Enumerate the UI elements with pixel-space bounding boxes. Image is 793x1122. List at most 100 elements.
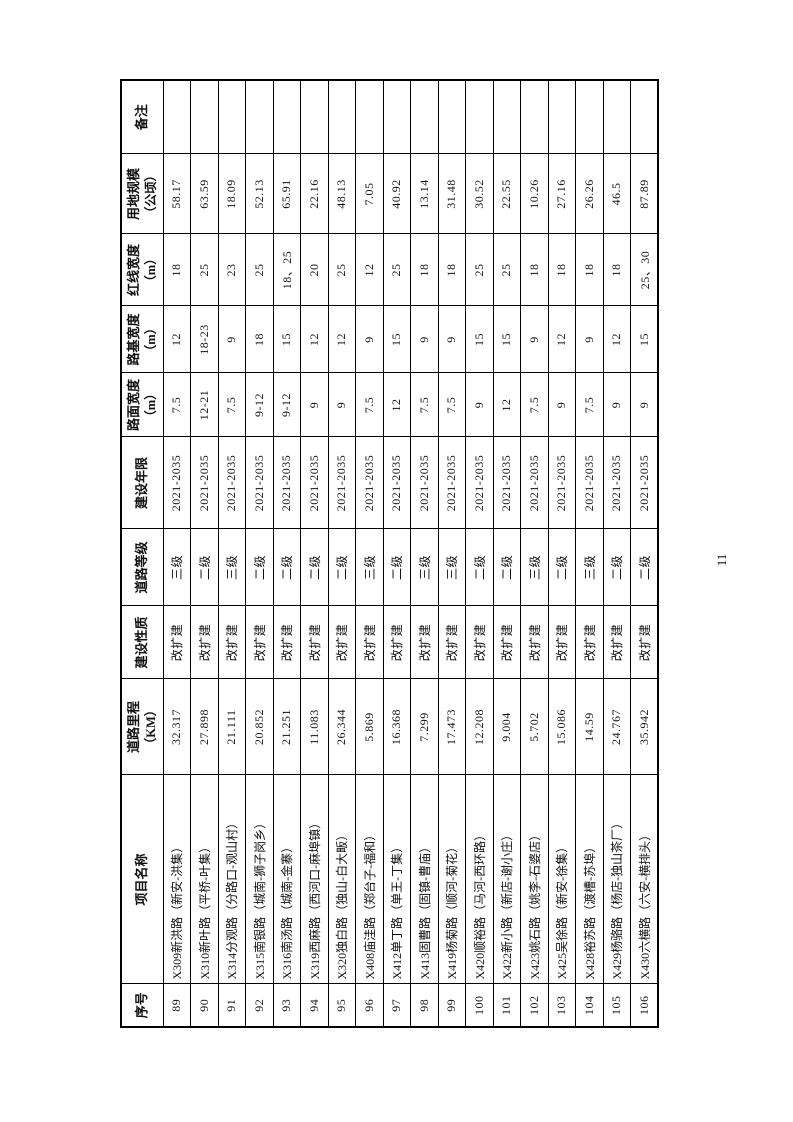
table-cell: 18-23 [190,306,218,373]
table-cell: 改扩建 [355,606,383,679]
table-cell [548,80,576,154]
table-cell: 7.5 [575,373,603,437]
table-cell: X420顺裕路（马河-西环路） [465,775,493,984]
table-cell: X408庙洼路（郑台子-福和） [355,775,383,984]
table-cell: 18 [410,234,438,306]
table-cell: 2021-2035 [520,437,548,529]
table-cell: 18 [603,234,631,306]
table-cell: 改扩建 [383,606,411,679]
table-cell: 25、30 [630,234,658,306]
table-cell: 7.5 [163,373,191,437]
table-cell: 100 [465,984,493,1027]
table-cell: 三级 [410,529,438,606]
table-cell: 22.55 [493,154,521,234]
table-cell: X419杨菊路（顺河-菊花） [438,775,466,984]
table-cell: 改扩建 [218,606,246,679]
table-cell: 2021-2035 [218,437,246,529]
table-cell: 三级 [520,529,548,606]
table-cell [163,80,191,154]
table-cell: 7.05 [355,154,383,234]
table-cell: 87.89 [630,154,658,234]
table-cell: 15.086 [548,679,576,775]
header-label: 项目名称 [133,853,149,906]
table-cell: 改扩建 [328,606,356,679]
table-cell: 二级 [603,529,631,606]
table-cell: X320独白路（独山-白大畈） [328,775,356,984]
header-unit: （m） [143,321,158,358]
table-cell: 25 [190,234,218,306]
table-cell: 21.251 [273,679,301,775]
table-cell: 2021-2035 [438,437,466,529]
header-pavement-width: 路面宽度 （m） [121,373,163,437]
table-cell: 11.083 [300,679,328,775]
table-row: 97 X412单丁路（单王-丁集） 16.368 改扩建 二级 2021-2035 12 15… [383,80,411,1027]
header-label: 道路里程 [125,701,141,754]
table-cell: 16.368 [383,679,411,775]
table-cell: 12 [300,306,328,373]
table-cell: 二级 [493,529,521,606]
table-cell: 9 [300,373,328,437]
table-cell: 9 [328,373,356,437]
table-cell: 9 [630,373,658,437]
header-construction-period: 建设年限 [121,437,163,529]
table-cell: 15 [273,306,301,373]
table-cell [300,80,328,154]
table-cell: 89 [163,984,191,1027]
table-cell: 2021-2035 [575,437,603,529]
table-cell: 9 [603,373,631,437]
table-cell [465,80,493,154]
table-cell [630,80,658,154]
table-cell: X430六横路（六安-横排头） [630,775,658,984]
table-cell: 改扩建 [190,606,218,679]
table-cell: 18 [548,234,576,306]
table-cell [383,80,411,154]
table-cell: 2021-2035 [410,437,438,529]
table-cell: 9-12 [245,373,273,437]
table-cell: 12 [383,373,411,437]
table-cell: 21.111 [218,679,246,775]
header-label: 序号 [133,992,149,1019]
table-cell: 改扩建 [410,606,438,679]
table-cell: 三级 [355,529,383,606]
header-row: 序号 项目名称 道路里程 （KM） 建设性质 道路等级 建设年限 路面宽度 （m） … [121,80,163,1027]
table-cell: 改扩建 [300,606,328,679]
table-cell: 二级 [548,529,576,606]
table-cell: 2021-2035 [630,437,658,529]
table-cell: X423姚石路（姚李-石婆店） [520,775,548,984]
table-cell: 12 [163,306,191,373]
table-cell: X315南银路（城南-狮子岗乡） [245,775,273,984]
header-unit: （m） [143,387,158,423]
table-cell: 改扩建 [273,606,301,679]
table-row: 104 X428裕苏路（渡槽-苏埠） 14.59 改扩建 三级 2021-2035 7.5 9… [575,80,603,1027]
table-cell: 二级 [630,529,658,606]
table-cell: 23 [218,234,246,306]
table-cell: 18 [163,234,191,306]
table-row: 96 X408庙洼路（郑台子-福和） 5.869 改扩建 三级 2021-2035 7.5 9… [355,80,383,1027]
table-cell [438,80,466,154]
table-cell: 30.52 [465,154,493,234]
table-cell: 三级 [438,529,466,606]
table-cell: 26.26 [575,154,603,234]
table-cell: 18 [245,306,273,373]
table-cell: 24.767 [603,679,631,775]
table-cell: 103 [548,984,576,1027]
table-row: 100 X420顺裕路（马河-西环路） 12.208 改扩建 二级 2021-2035 9 1… [465,80,493,1027]
table-cell: 9 [355,306,383,373]
table-cell: X309新洪路（新安-洪集） [163,775,191,984]
table-cell [410,80,438,154]
header-road-mileage: 道路里程 （KM） [121,679,163,775]
table-cell: 2021-2035 [163,437,191,529]
table-cell: 9-12 [273,373,301,437]
table-cell: 2021-2035 [493,437,521,529]
table-cell [273,80,301,154]
table-cell: 9 [548,373,576,437]
table-cell: 18 [520,234,548,306]
table-row: 91 X314分观路（分路口-观山村） 21.111 改扩建 三级 2021-2035 7.… [218,80,246,1027]
table-cell: 2021-2035 [300,437,328,529]
table-cell [190,80,218,154]
table-cell: 10.26 [520,154,548,234]
table-cell: 12 [328,306,356,373]
table-row: 89 X309新洪路（新安-洪集） 32.317 改扩建 三级 2021-2035 7.5 1… [163,80,191,1027]
table-cell: X412单丁路（单王-丁集） [383,775,411,984]
table-cell: 2021-2035 [548,437,576,529]
